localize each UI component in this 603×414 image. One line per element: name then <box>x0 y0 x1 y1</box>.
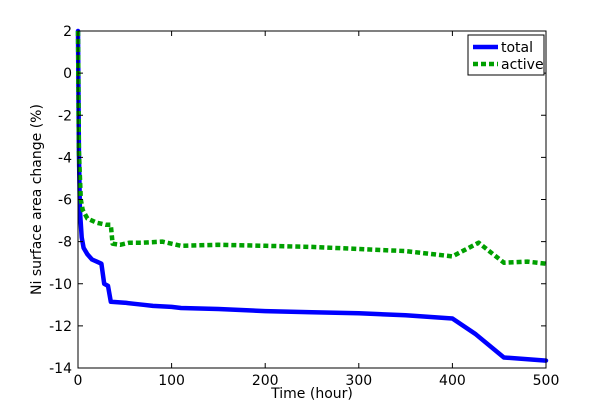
y-tick-label: -12 <box>49 319 72 335</box>
x-tick-label: 200 <box>252 373 279 389</box>
plot-area <box>78 31 546 368</box>
x-axis-ticks: 0 100 200 300 400 500 <box>74 31 560 389</box>
series-line-total <box>75 28 549 363</box>
y-axis-ticks: -14 -12 -10 -8 -6 -4 -2 0 2 <box>49 24 546 377</box>
x-tick-label: 300 <box>345 373 372 389</box>
series-line-active <box>75 30 547 266</box>
y-tick-label: 0 <box>63 66 72 82</box>
y-tick-label: -4 <box>58 150 72 166</box>
legend-label-active: active <box>501 57 544 73</box>
legend-label-total: total <box>501 40 533 56</box>
series-layer <box>75 28 549 363</box>
y-tick-label: -6 <box>58 193 72 209</box>
y-tick-label: 2 <box>63 24 72 40</box>
y-tick-label: -14 <box>49 361 72 377</box>
y-tick-label: -2 <box>58 108 72 124</box>
x-axis-label: Time (hour) <box>270 386 353 402</box>
y-axis-label: Ni surface area change (%) <box>29 104 45 295</box>
x-tick-label: 500 <box>533 373 560 389</box>
y-tick-label: -8 <box>58 235 72 251</box>
x-tick-label: 400 <box>439 373 466 389</box>
x-tick-label: 100 <box>158 373 185 389</box>
x-tick-label: 0 <box>74 373 83 389</box>
legend-box <box>467 34 545 76</box>
y-tick-label: -10 <box>49 277 72 293</box>
